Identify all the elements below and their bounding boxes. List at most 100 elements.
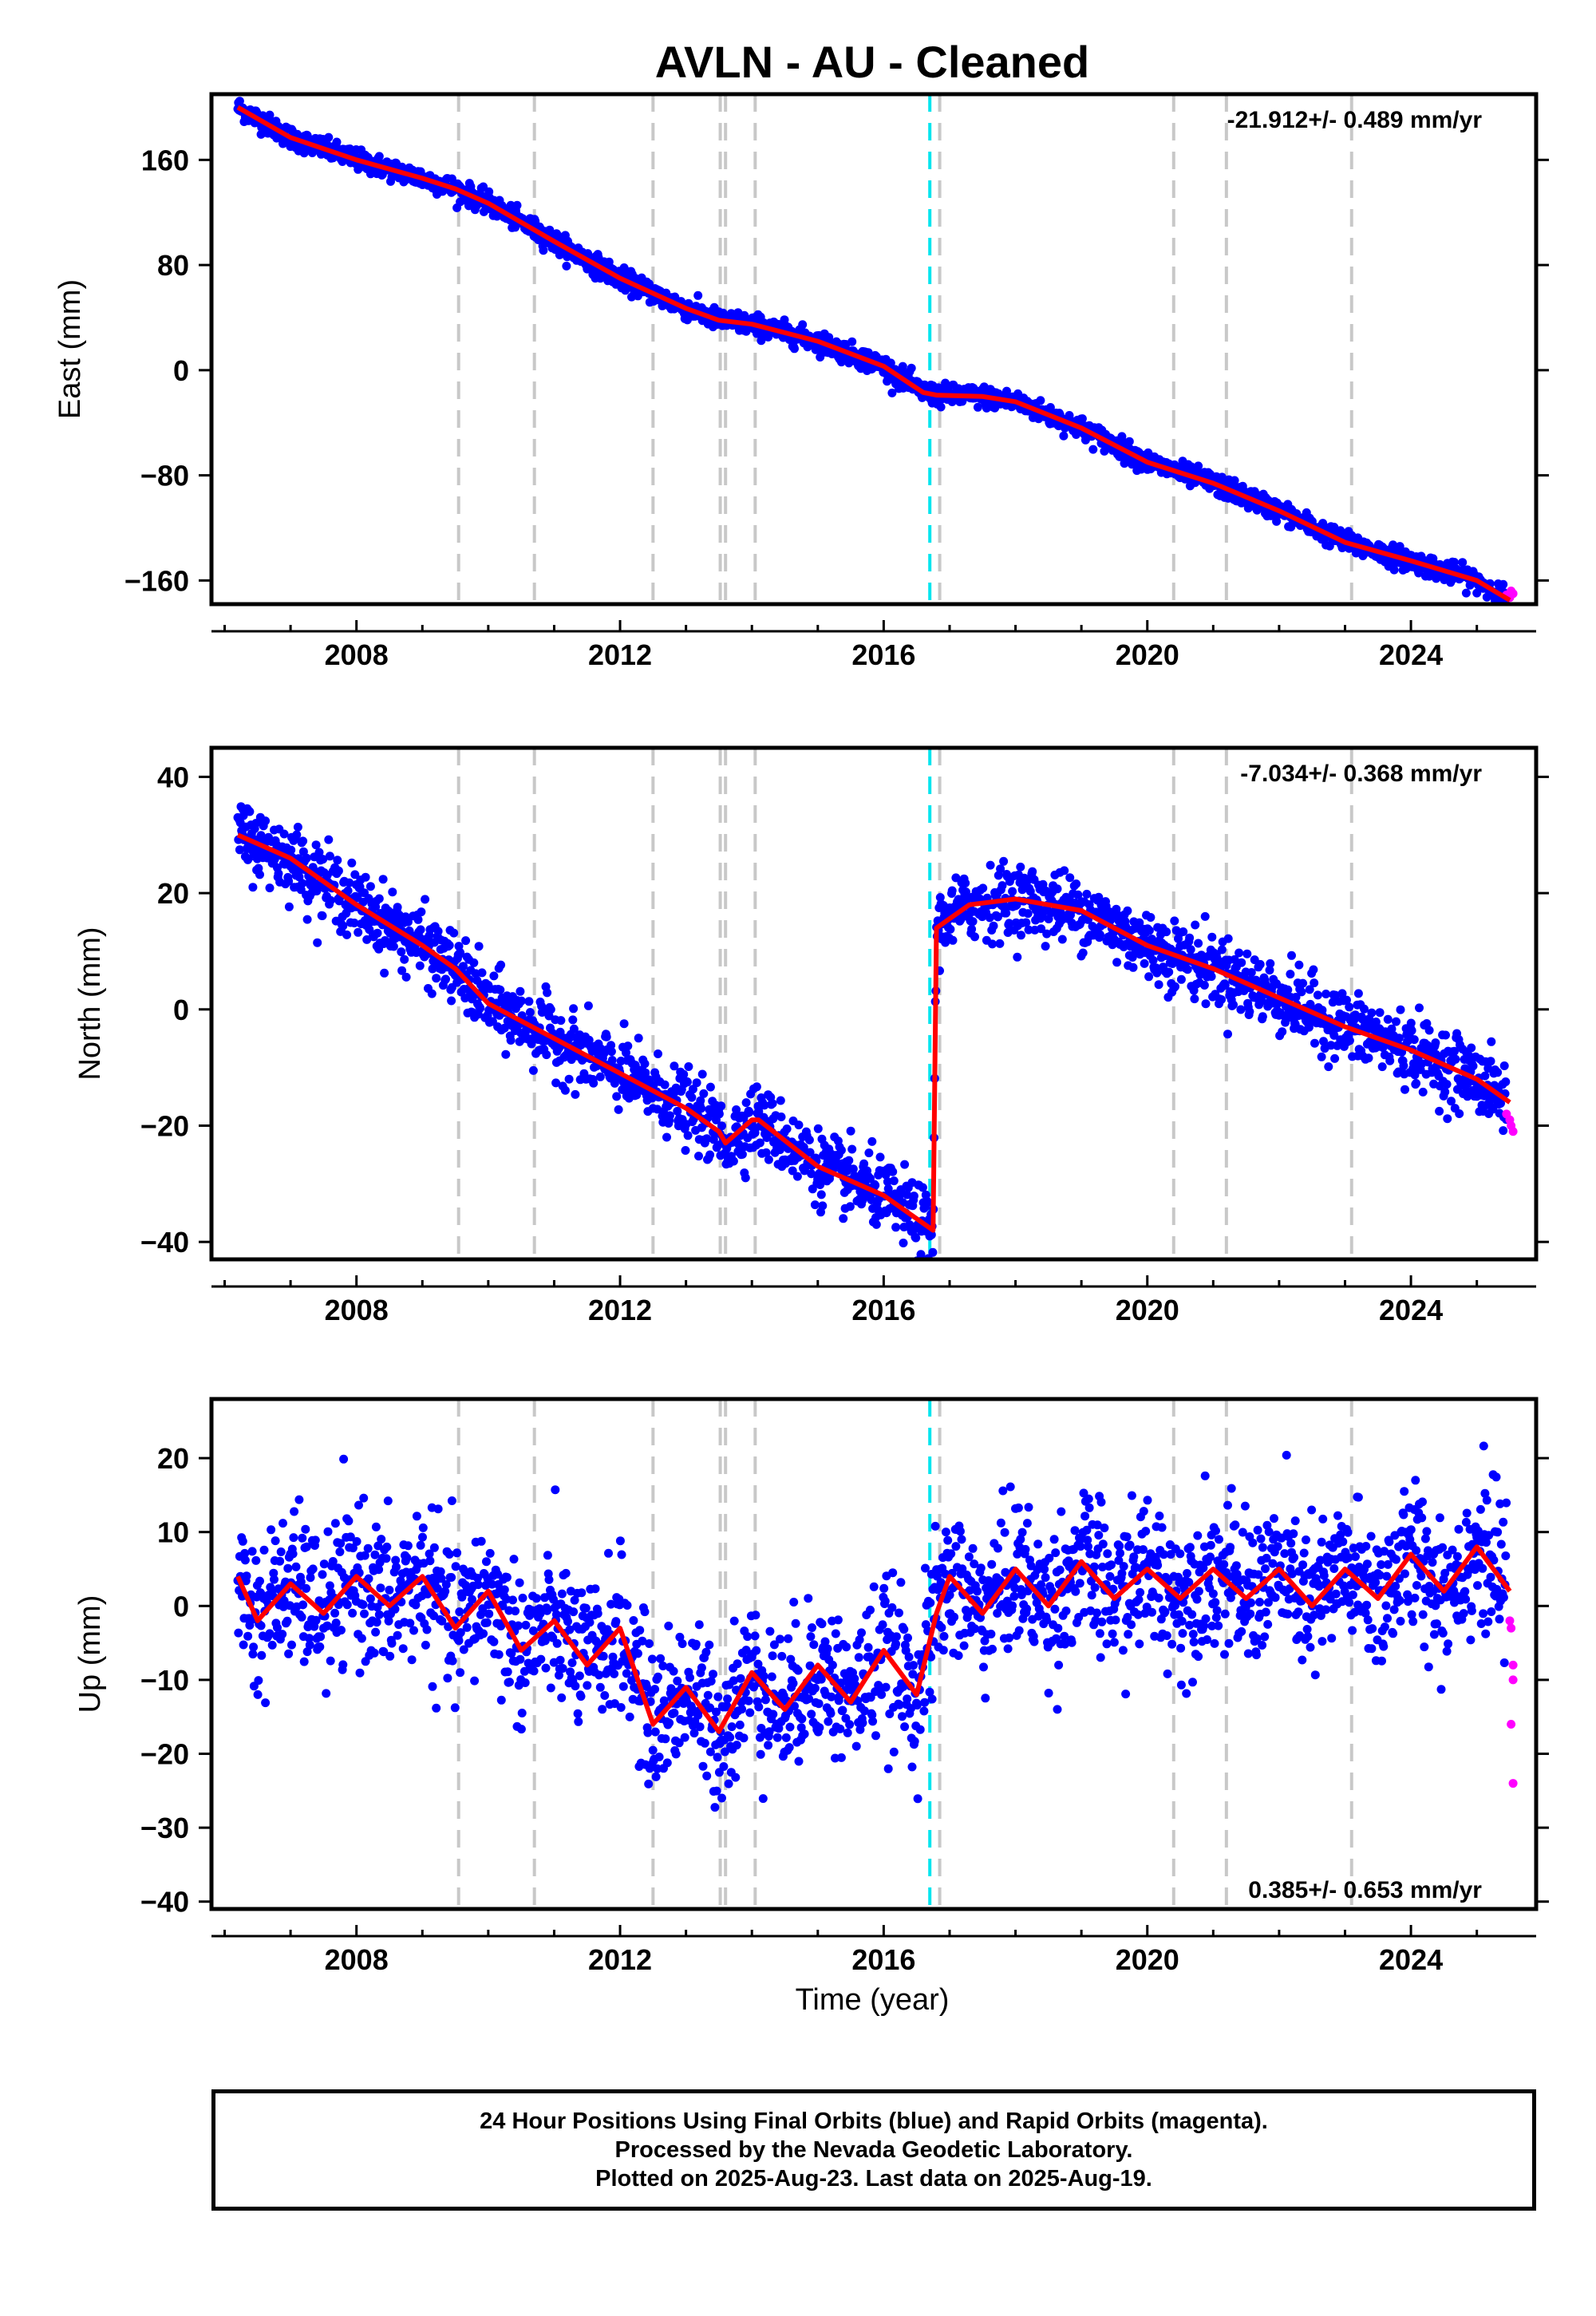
data-point [570, 1595, 579, 1605]
data-point [619, 1019, 629, 1029]
y-tick-label: 160 [141, 144, 189, 176]
data-point [416, 1540, 425, 1550]
data-point [284, 1649, 294, 1658]
data-point [903, 1190, 912, 1199]
model-line [236, 832, 1511, 1233]
data-point [859, 1159, 869, 1168]
data-point [961, 879, 970, 887]
data-point [600, 1691, 610, 1700]
rate-annotation: -7.034+/- 0.368 mm/yr [1240, 761, 1482, 787]
final-orbit-points [233, 97, 1511, 604]
data-point [315, 1642, 325, 1651]
data-point [705, 1747, 715, 1757]
data-point [276, 1547, 286, 1556]
data-point [1399, 1061, 1408, 1070]
data-point [496, 1622, 506, 1630]
data-point [409, 1626, 418, 1635]
data-point [255, 870, 264, 879]
data-point [717, 1101, 726, 1111]
data-point [595, 1670, 604, 1680]
x-tick-label: 2024 [1379, 1294, 1443, 1326]
data-point [318, 855, 328, 864]
data-point [555, 1655, 565, 1665]
data-point [528, 1065, 538, 1075]
data-point [798, 320, 808, 330]
data-point [284, 876, 294, 886]
final-orbit-points [233, 1441, 1511, 1812]
data-point [539, 246, 548, 255]
data-point [421, 895, 430, 904]
data-point [641, 1068, 650, 1077]
data-point [297, 1612, 306, 1622]
data-point [669, 1666, 678, 1676]
data-point [459, 1645, 468, 1654]
data-point [1237, 958, 1246, 967]
data-point [247, 1547, 257, 1556]
data-point [494, 1650, 504, 1659]
data-point [235, 845, 244, 855]
data-point [1310, 978, 1319, 988]
data-point [425, 1556, 435, 1566]
data-point [875, 1152, 885, 1162]
data-point [1272, 516, 1282, 526]
data-point [373, 928, 382, 938]
data-point [444, 1550, 454, 1559]
data-point [848, 1164, 858, 1174]
data-point [1095, 930, 1104, 939]
data-point [909, 1192, 918, 1201]
data-point [1028, 867, 1037, 876]
data-point [556, 1016, 566, 1026]
data-point [338, 921, 348, 931]
data-point [500, 1023, 509, 1033]
data-point [1199, 981, 1209, 990]
data-point [1022, 876, 1032, 886]
data-point [301, 1524, 310, 1534]
data-point [278, 1630, 287, 1639]
data-point [506, 1036, 516, 1045]
data-point [741, 1173, 750, 1183]
data-point [311, 840, 321, 850]
data-point [648, 1745, 658, 1755]
data-point [653, 1764, 662, 1773]
data-point [792, 1172, 802, 1181]
data-point [607, 1056, 617, 1065]
y-tick-label: −20 [140, 1109, 189, 1142]
x-tick-label: 2008 [325, 1294, 389, 1326]
data-point [515, 1578, 524, 1587]
data-point [1185, 933, 1195, 943]
data-point [298, 879, 307, 888]
data-point [289, 1533, 298, 1543]
data-point [571, 1089, 580, 1099]
data-point [1461, 588, 1471, 598]
data-point [593, 1609, 602, 1618]
data-point [296, 1577, 306, 1587]
data-point [459, 962, 468, 971]
chart-title: AVLN - AU - Cleaned [655, 37, 1089, 87]
data-point [402, 1553, 412, 1563]
data-point [1017, 931, 1025, 940]
data-point [374, 1565, 384, 1575]
data-point [768, 1099, 777, 1109]
data-point [365, 1594, 375, 1603]
data-point [1162, 927, 1171, 937]
data-point [1008, 887, 1017, 896]
data-point [813, 1124, 823, 1133]
data-point [736, 1674, 745, 1683]
data-point [606, 1599, 616, 1609]
data-point [1487, 1037, 1496, 1046]
y-tick-label: 80 [157, 249, 189, 282]
data-point [298, 1533, 307, 1543]
data-point [330, 1519, 340, 1528]
data-point [996, 864, 1005, 874]
data-point [331, 1618, 341, 1628]
data-point [999, 856, 1009, 866]
data-point [325, 1581, 334, 1591]
data-point [1385, 1056, 1395, 1065]
data-point [561, 1568, 571, 1578]
data-point [1154, 980, 1163, 990]
data-point [687, 1093, 697, 1102]
data-point [794, 1120, 804, 1130]
data-point [682, 1077, 692, 1087]
data-point [489, 1637, 499, 1646]
data-point [569, 1004, 579, 1014]
